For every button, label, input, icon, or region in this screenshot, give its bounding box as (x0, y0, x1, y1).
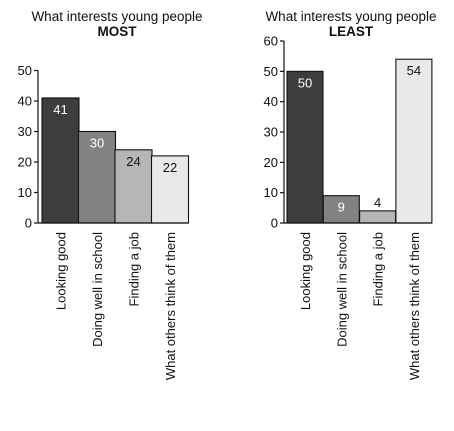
y-tick-label: 60 (264, 34, 278, 49)
x-category-label: Finding a job (371, 232, 386, 306)
bar-4 (395, 58, 433, 224)
y-tick-label: 20 (18, 155, 32, 170)
bar-3 (359, 210, 397, 224)
bar-value-label: 4 (374, 195, 381, 210)
bar-value-label: 50 (298, 75, 312, 90)
x-category-label: Finding a job (127, 232, 142, 306)
bar-value-label: 9 (338, 200, 345, 215)
chart-subtitle: MOST (98, 24, 138, 39)
bar-4 (150, 155, 190, 224)
bar-2 (77, 130, 117, 224)
bar-3 (114, 149, 153, 224)
y-tick-label: 10 (264, 185, 278, 200)
x-category-label: What others think of them (163, 232, 178, 380)
chart-title: What interests young people (31, 9, 202, 24)
bar-value-label: 41 (53, 102, 67, 117)
x-category-label: What others think of them (407, 232, 422, 380)
y-tick-label: 20 (264, 155, 278, 170)
bar-2 (322, 195, 360, 224)
x-category-label: Looking good (298, 232, 313, 310)
chart-subtitle: LEAST (329, 24, 374, 39)
y-tick-label: 10 (18, 185, 32, 200)
y-tick-label: 0 (271, 216, 278, 231)
bar-value-label: 22 (163, 160, 177, 175)
y-tick-label: 0 (25, 216, 32, 231)
x-category-label: Looking good (54, 232, 69, 310)
y-tick-label: 30 (264, 125, 278, 140)
chart-title: What interests young people (265, 9, 436, 24)
bar-value-label: 24 (126, 154, 140, 169)
bar-value-label: 54 (407, 63, 421, 78)
x-category-label: Doing well in school (334, 232, 349, 347)
y-tick-label: 50 (264, 64, 278, 79)
bar-1 (286, 70, 324, 224)
y-tick-label: 30 (18, 124, 32, 139)
bar-value-label: 30 (90, 136, 104, 151)
x-category-label: Doing well in school (90, 232, 105, 347)
y-tick-label: 40 (264, 94, 278, 109)
y-tick-label: 50 (18, 63, 32, 78)
y-tick-label: 40 (18, 94, 32, 109)
